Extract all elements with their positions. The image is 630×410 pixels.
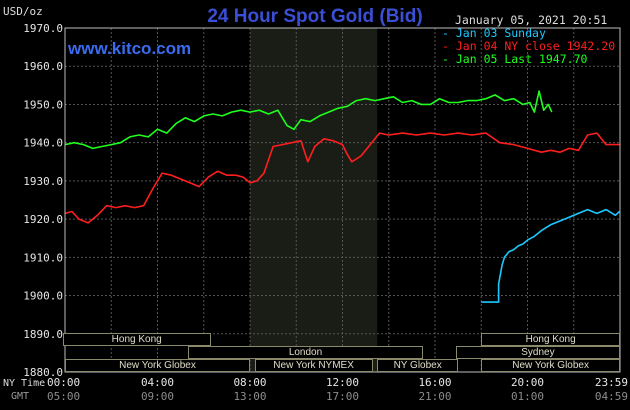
website-link[interactable]: www.kitco.com bbox=[68, 39, 192, 58]
chart-title: 24 Hour Spot Gold (Bid) bbox=[207, 6, 423, 27]
legend-marker: - bbox=[442, 26, 449, 40]
x-tick-label-gmt: 21:00 bbox=[418, 390, 451, 403]
timestamp: January 05, 2021 20:51 bbox=[455, 13, 608, 27]
x-tick-label-ny: 16:00 bbox=[418, 376, 451, 389]
market-session-bar: London bbox=[187, 346, 424, 359]
y-tick-label: 1890.0 bbox=[23, 328, 63, 341]
legend-item-jan04: - Jan 04 NY close 1942.20 bbox=[442, 39, 615, 53]
x-tick-label-gmt: 09:00 bbox=[141, 390, 174, 403]
series-line-1 bbox=[64, 132, 620, 224]
legend-item-jan05: - Jan 05 Last 1947.70 bbox=[442, 52, 587, 66]
plot-border bbox=[64, 27, 621, 373]
market-session-bar: NY Globex bbox=[377, 359, 459, 372]
y-tick-label: 1970.0 bbox=[23, 22, 63, 35]
market-session-bar: Sydney bbox=[455, 346, 620, 359]
legend-item-jan03: - Jan 03 Sunday bbox=[442, 26, 546, 40]
x-tick-label-ny: 08:00 bbox=[233, 376, 266, 389]
ny-time-label: NY Time bbox=[3, 378, 46, 389]
market-session-bar: New York Globex bbox=[65, 359, 250, 372]
series-line-0 bbox=[481, 208, 621, 303]
x-tick-label-ny: 12:00 bbox=[326, 376, 359, 389]
x-tick-label-ny: 04:00 bbox=[141, 376, 174, 389]
y-tick-label: 1880.0 bbox=[23, 366, 63, 379]
gmt-label: GMT bbox=[11, 391, 30, 402]
market-session-bar: New York Globex bbox=[481, 359, 620, 372]
x-tick-label-gmt: 13:00 bbox=[233, 390, 266, 403]
y-units-label: USD/oz bbox=[3, 5, 43, 18]
y-tick-label: 1950.0 bbox=[23, 98, 63, 111]
x-tick-label-gmt: 04:59 bbox=[595, 390, 628, 403]
x-tick-label-gmt: 05:00 bbox=[47, 390, 80, 403]
x-tick-label-ny: 20:00 bbox=[511, 376, 544, 389]
x-tick-label-gmt: 01:00 bbox=[511, 390, 544, 403]
legend-label: Jan 03 Sunday bbox=[455, 26, 546, 40]
market-session-bar: Hong Kong bbox=[481, 333, 620, 346]
y-tick-label: 1960.0 bbox=[23, 60, 63, 73]
legend-marker: - bbox=[442, 39, 449, 53]
series-line-2 bbox=[64, 90, 553, 150]
ny-session-shade bbox=[250, 28, 378, 372]
x-tick-label-gmt: 17:00 bbox=[326, 390, 359, 403]
y-tick-label: 1930.0 bbox=[23, 175, 63, 188]
y-tick-label: 1920.0 bbox=[23, 213, 63, 226]
x-tick-label-ny: 00:00 bbox=[47, 376, 80, 389]
legend-marker: - bbox=[442, 52, 449, 66]
x-tick-label-ny: 23:59 bbox=[595, 376, 628, 389]
y-tick-label: 1910.0 bbox=[23, 251, 63, 264]
legend-label: Jan 05 Last 1947.70 bbox=[455, 52, 588, 66]
market-session-bar: New York NYMEX bbox=[254, 359, 373, 372]
legend-label: Jan 04 NY close 1942.20 bbox=[455, 39, 616, 53]
y-tick-label: 1940.0 bbox=[23, 137, 63, 150]
market-session-bar: Hong Kong bbox=[62, 333, 211, 346]
y-tick-label: 1900.0 bbox=[23, 290, 63, 303]
